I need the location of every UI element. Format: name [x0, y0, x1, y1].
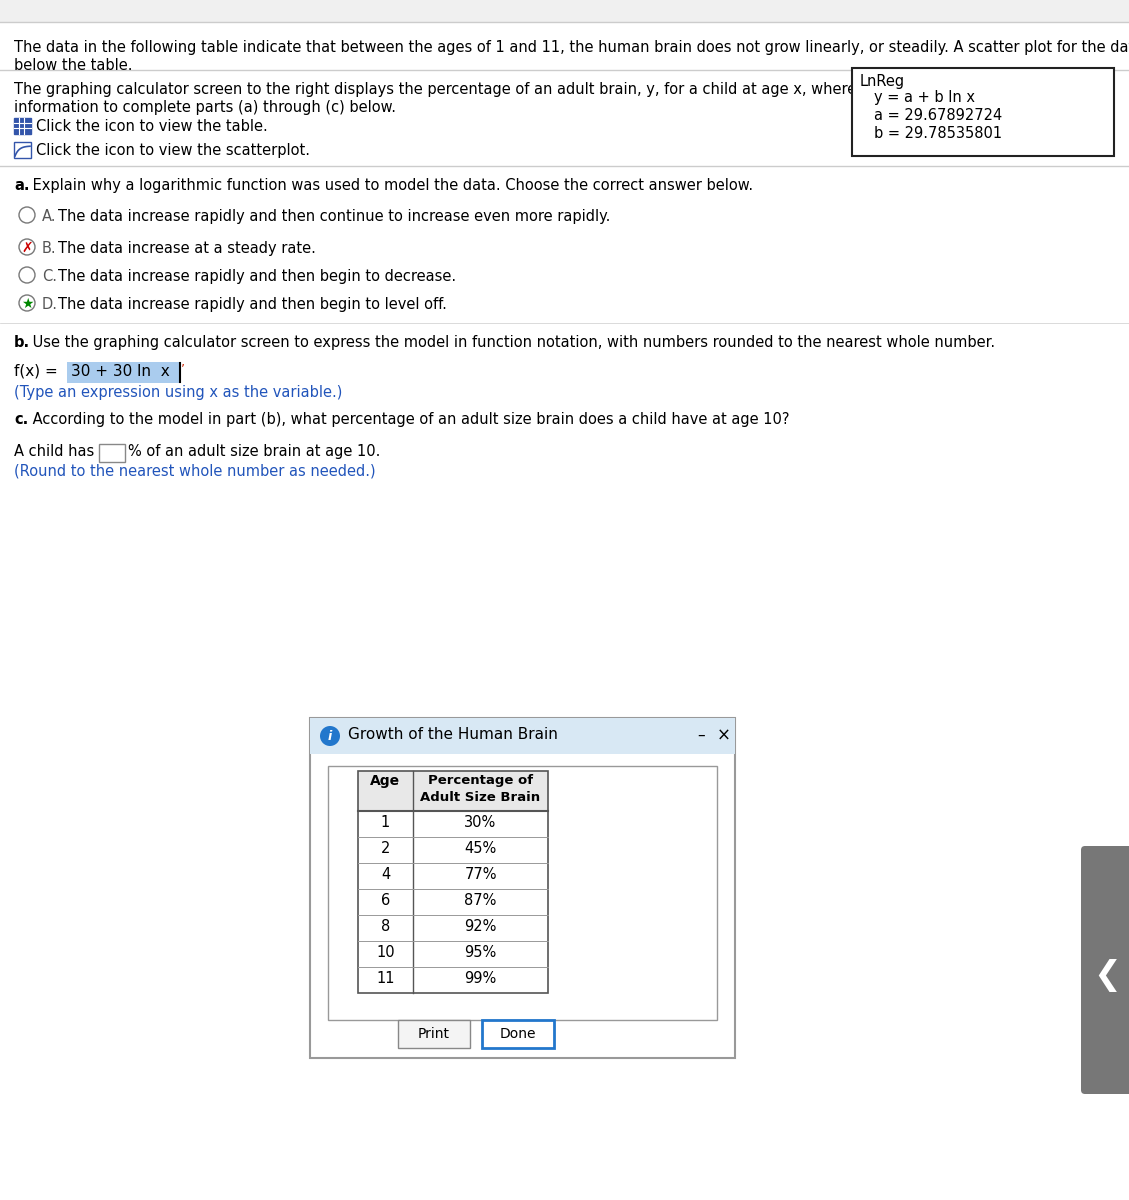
- Text: a.: a.: [14, 178, 29, 193]
- Text: Age: Age: [370, 774, 401, 788]
- Text: The data increase rapidly and then begin to level off.: The data increase rapidly and then begin…: [58, 296, 447, 312]
- Text: information to complete parts (a) through (c) below.: information to complete parts (a) throug…: [14, 100, 396, 115]
- Text: c.: c.: [14, 412, 28, 427]
- Circle shape: [19, 206, 35, 223]
- Text: ✗: ✗: [21, 241, 33, 254]
- Text: below the table.: below the table.: [14, 58, 132, 73]
- Text: 10: 10: [376, 946, 395, 960]
- Circle shape: [320, 726, 340, 746]
- Text: ’: ’: [181, 362, 185, 374]
- Text: (Type an expression using x as the variable.): (Type an expression using x as the varia…: [14, 385, 342, 400]
- Text: The data increase rapidly and then begin to decrease.: The data increase rapidly and then begin…: [58, 269, 456, 284]
- Text: 77%: 77%: [464, 866, 497, 882]
- FancyBboxPatch shape: [0, 0, 1129, 22]
- FancyBboxPatch shape: [852, 68, 1114, 156]
- Text: The graphing calculator screen to the right displays the percentage of an adult : The graphing calculator screen to the ri…: [14, 82, 1008, 97]
- Text: b = 29.78535801: b = 29.78535801: [874, 126, 1003, 140]
- Text: The data increase rapidly and then continue to increase even more rapidly.: The data increase rapidly and then conti…: [58, 209, 611, 224]
- Text: Adult Size Brain: Adult Size Brain: [420, 791, 541, 804]
- Text: Use the graphing calculator screen to express the model in function notation, wi: Use the graphing calculator screen to ex…: [28, 335, 995, 350]
- Text: ❮: ❮: [1093, 959, 1121, 991]
- Text: ×: ×: [717, 727, 730, 745]
- Text: The data increase at a steady rate.: The data increase at a steady rate.: [58, 241, 316, 256]
- Text: A child has: A child has: [14, 444, 99, 458]
- Text: Done: Done: [500, 1027, 536, 1040]
- FancyBboxPatch shape: [14, 118, 30, 134]
- Text: f(x) =: f(x) =: [14, 362, 62, 378]
- Text: 92%: 92%: [464, 919, 497, 934]
- Text: According to the model in part (b), what percentage of an adult size brain does : According to the model in part (b), what…: [28, 412, 789, 427]
- Text: Growth of the Human Brain: Growth of the Human Brain: [348, 727, 558, 742]
- Text: A.: A.: [42, 209, 56, 224]
- Text: a = 29.67892724: a = 29.67892724: [874, 108, 1003, 122]
- Text: y = a + b ln x: y = a + b ln x: [874, 90, 975, 104]
- Text: 99%: 99%: [464, 971, 497, 986]
- Text: 8: 8: [380, 919, 391, 934]
- Text: Click the icon to view the scatterplot.: Click the icon to view the scatterplot.: [36, 143, 310, 158]
- FancyBboxPatch shape: [399, 1020, 470, 1048]
- Text: –: –: [697, 728, 704, 743]
- Text: b.: b.: [14, 335, 30, 350]
- Circle shape: [19, 266, 35, 283]
- Text: i: i: [327, 731, 332, 744]
- Text: Click the icon to view the table.: Click the icon to view the table.: [36, 119, 268, 134]
- Text: 1: 1: [380, 815, 391, 830]
- FancyBboxPatch shape: [482, 1020, 554, 1048]
- FancyBboxPatch shape: [329, 766, 717, 1020]
- Text: Print: Print: [418, 1027, 450, 1040]
- Text: 2: 2: [380, 841, 391, 856]
- Text: 87%: 87%: [464, 893, 497, 908]
- FancyBboxPatch shape: [14, 142, 30, 158]
- Text: 30 + 30 ln  x: 30 + 30 ln x: [71, 364, 169, 379]
- FancyBboxPatch shape: [310, 718, 735, 1058]
- Text: % of an adult size brain at age 10.: % of an adult size brain at age 10.: [128, 444, 380, 458]
- Text: The data in the following table indicate that between the ages of 1 and 11, the : The data in the following table indicate…: [14, 40, 1129, 55]
- Text: Percentage of: Percentage of: [428, 774, 533, 787]
- Text: LnReg: LnReg: [860, 74, 905, 89]
- Text: 30%: 30%: [464, 815, 497, 830]
- Circle shape: [19, 295, 35, 311]
- Text: 11: 11: [376, 971, 395, 986]
- Text: ★: ★: [20, 296, 33, 311]
- FancyBboxPatch shape: [67, 362, 181, 383]
- Text: 6: 6: [380, 893, 391, 908]
- FancyBboxPatch shape: [358, 770, 548, 811]
- FancyBboxPatch shape: [310, 718, 735, 754]
- FancyBboxPatch shape: [99, 444, 125, 462]
- Text: 95%: 95%: [464, 946, 497, 960]
- Text: 4: 4: [380, 866, 391, 882]
- Circle shape: [19, 239, 35, 254]
- Text: 45%: 45%: [464, 841, 497, 856]
- Text: Explain why a logarithmic function was used to model the data. Choose the correc: Explain why a logarithmic function was u…: [28, 178, 753, 193]
- Text: B.: B.: [42, 241, 56, 256]
- FancyBboxPatch shape: [1080, 846, 1129, 1094]
- Text: (Round to the nearest whole number as needed.): (Round to the nearest whole number as ne…: [14, 464, 376, 479]
- Text: D.: D.: [42, 296, 58, 312]
- Text: C.: C.: [42, 269, 56, 284]
